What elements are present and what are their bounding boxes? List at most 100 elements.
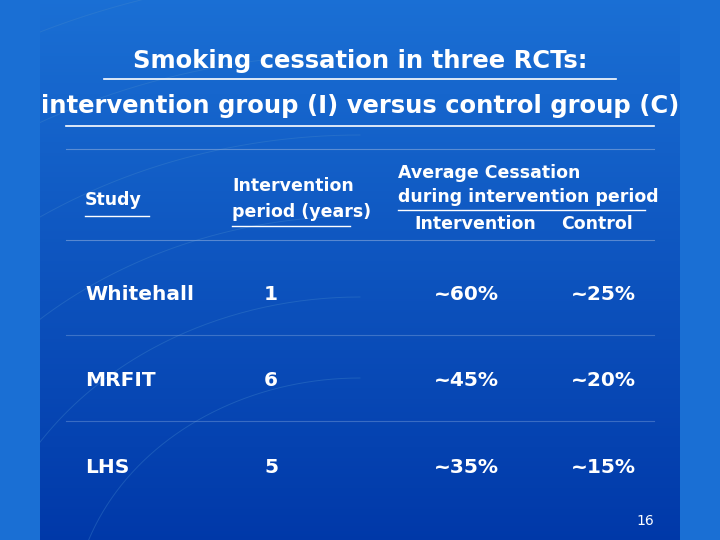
Bar (40, 192, 680, 194)
Bar (40, 327, 680, 329)
Bar (40, 375, 680, 378)
Bar (40, 151, 680, 154)
Bar (40, 8, 680, 11)
Bar (40, 410, 680, 413)
Bar (40, 243, 680, 246)
Bar (40, 319, 680, 321)
Bar (40, 124, 680, 127)
Bar (40, 235, 680, 238)
Bar (40, 389, 680, 392)
Bar (40, 359, 680, 362)
Bar (40, 373, 680, 375)
Bar (40, 521, 680, 524)
Bar (40, 170, 680, 173)
Bar (40, 46, 680, 49)
Bar (40, 405, 680, 408)
Bar (40, 408, 680, 410)
Bar (40, 424, 680, 427)
Text: ~25%: ~25% (571, 285, 636, 304)
Bar (40, 321, 680, 324)
Bar (40, 354, 680, 356)
Text: Control: Control (562, 215, 633, 233)
Bar (40, 202, 680, 205)
Bar (40, 310, 680, 313)
Bar (40, 489, 680, 491)
Text: Average Cessation: Average Cessation (398, 164, 581, 182)
Bar (40, 186, 680, 189)
Bar (40, 103, 680, 105)
Text: ~15%: ~15% (571, 457, 636, 477)
Bar (40, 456, 680, 459)
Bar (40, 500, 680, 502)
Bar (40, 432, 680, 435)
Bar (40, 105, 680, 108)
Bar (40, 435, 680, 437)
Bar (40, 343, 680, 346)
Bar (40, 122, 680, 124)
Bar (40, 246, 680, 248)
Bar (40, 154, 680, 157)
Bar (40, 464, 680, 467)
Bar (40, 364, 680, 367)
Bar (40, 38, 680, 40)
Bar (40, 494, 680, 497)
Bar (40, 184, 680, 186)
Bar (40, 22, 680, 24)
Bar (40, 97, 680, 100)
Bar (40, 251, 680, 254)
Bar (40, 176, 680, 178)
Text: LHS: LHS (85, 457, 130, 477)
Bar (40, 467, 680, 470)
Bar (40, 211, 680, 213)
Text: period (years): period (years) (232, 202, 372, 221)
Bar (40, 68, 680, 70)
Bar (40, 24, 680, 27)
Bar (40, 165, 680, 167)
Bar (40, 32, 680, 35)
Bar (40, 143, 680, 146)
Bar (40, 81, 680, 84)
Bar (40, 216, 680, 219)
Bar (40, 259, 680, 262)
Bar (40, 302, 680, 305)
Bar (40, 462, 680, 464)
Bar (40, 119, 680, 122)
Bar (40, 40, 680, 43)
Bar (40, 5, 680, 8)
Bar (40, 65, 680, 68)
Bar (40, 305, 680, 308)
Bar (40, 351, 680, 354)
Bar (40, 475, 680, 478)
Bar (40, 230, 680, 232)
Bar (40, 84, 680, 86)
Bar (40, 116, 680, 119)
Bar (40, 481, 680, 483)
Bar (40, 167, 680, 170)
Bar (40, 443, 680, 445)
Bar (40, 100, 680, 103)
Bar (40, 532, 680, 535)
Bar (40, 400, 680, 402)
Text: Intervention: Intervention (415, 215, 536, 233)
Bar (40, 35, 680, 38)
Bar (40, 94, 680, 97)
Bar (40, 429, 680, 432)
Bar (40, 173, 680, 176)
Bar (40, 254, 680, 256)
Bar (40, 240, 680, 243)
Bar (40, 89, 680, 92)
Bar (40, 348, 680, 351)
Bar (40, 275, 680, 278)
Bar (40, 448, 680, 451)
Text: Smoking cessation in three RCTs:: Smoking cessation in three RCTs: (132, 49, 588, 73)
Bar (40, 146, 680, 148)
Bar (40, 86, 680, 89)
Text: ~60%: ~60% (433, 285, 498, 304)
Bar (40, 213, 680, 216)
Bar (40, 378, 680, 381)
Bar (40, 362, 680, 364)
Bar (40, 491, 680, 494)
Text: MRFIT: MRFIT (85, 371, 156, 390)
Bar (40, 338, 680, 340)
Text: during intervention period: during intervention period (398, 188, 659, 206)
